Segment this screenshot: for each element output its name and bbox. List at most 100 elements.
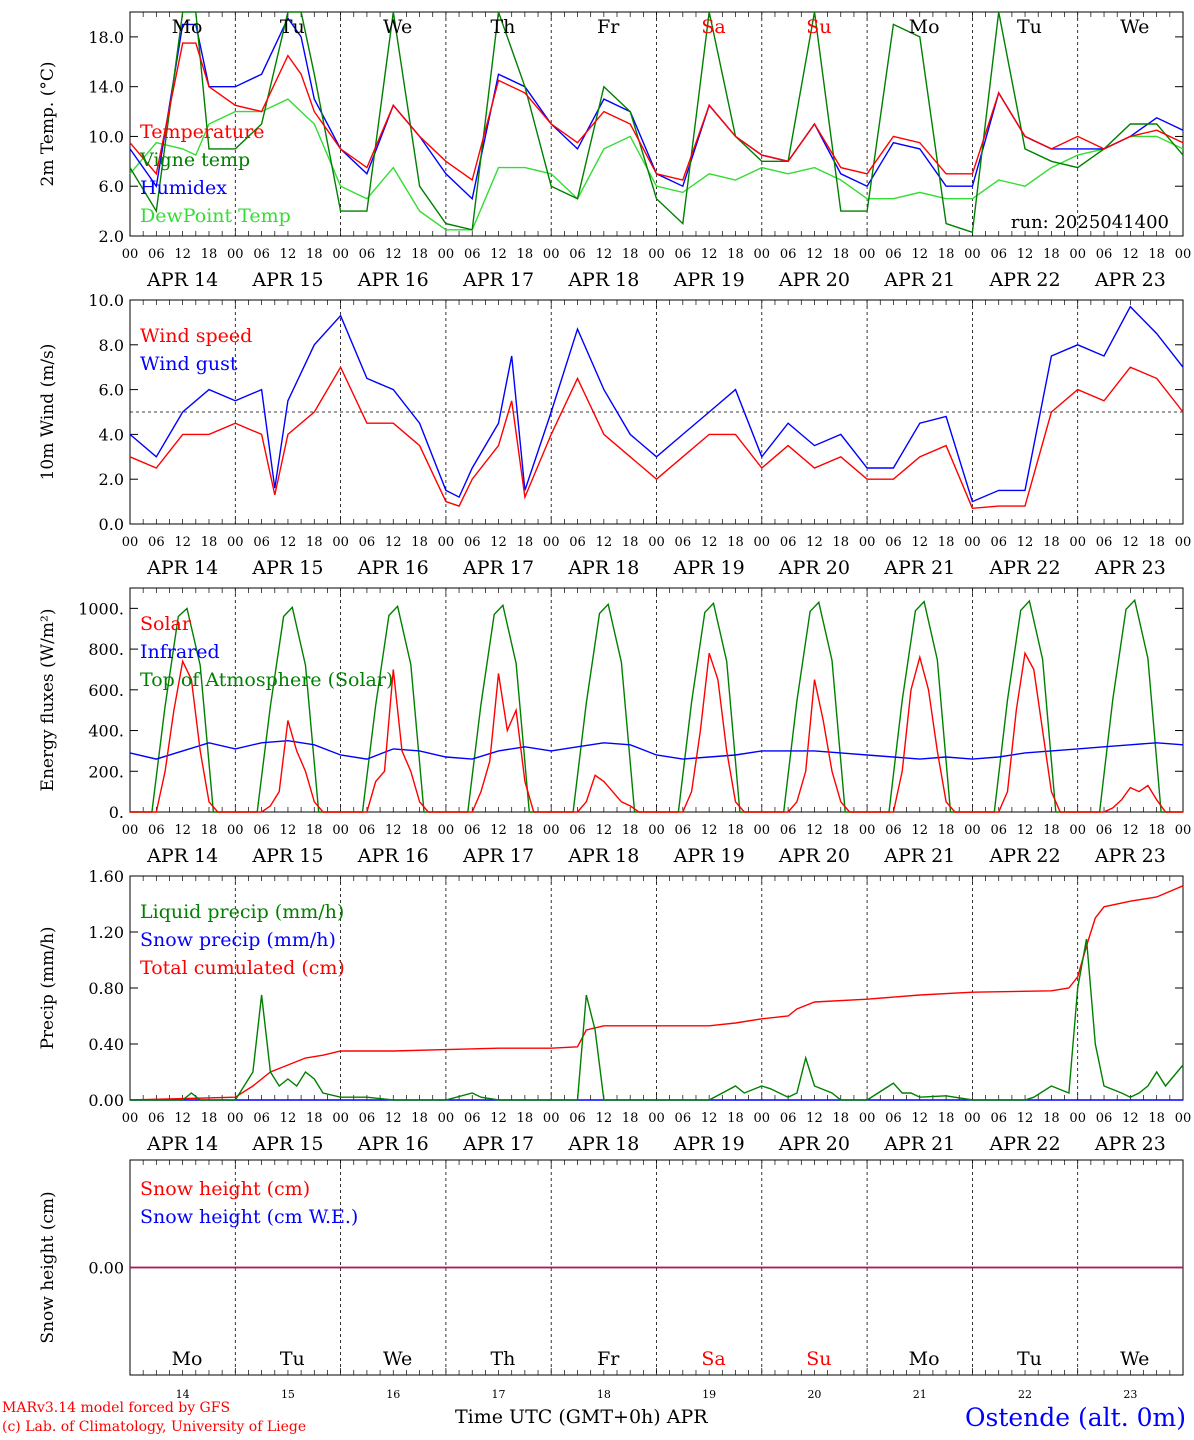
snow-y-axis-label: Snow height (cm) [38,1191,58,1343]
energy-hour-label: 00 [648,823,665,838]
temp-hour-label: 00 [122,247,139,262]
energy-hour-label: 18 [306,823,323,838]
temp-hour-label: 18 [622,247,639,262]
precip-date-label: APR 18 [567,1133,639,1155]
precip-hour-label: 12 [1017,1111,1034,1126]
wind-hour-label: 00 [227,535,244,550]
wind-hour-label: 00 [1069,535,1086,550]
precip-hour-label: 06 [990,1111,1007,1126]
precip-y-tick-label: 1.60 [88,867,124,886]
precip-hour-label: 18 [306,1111,323,1126]
precip-hour-label: 06 [464,1111,481,1126]
precip-hour-label: 00 [122,1111,139,1126]
temp-legend-1: Vigne temp [139,149,250,171]
day-abbr-top: Sa [701,16,725,38]
precip-hour-label-final: 00 [1175,1111,1192,1126]
temp-hour-label: 18 [201,247,218,262]
day-abbr-bottom: Tu [280,1348,305,1370]
precip-hour-label: 00 [754,1111,771,1126]
day-abbr-top: Mo [909,16,940,38]
day-abbr-bottom: Sa [701,1348,725,1370]
precip-hour-label: 12 [490,1111,507,1126]
energy-hour-label: 00 [543,823,560,838]
wind-hour-label: 18 [622,535,639,550]
precip-hour-label: 06 [780,1111,797,1126]
temp-hour-label: 18 [1043,247,1060,262]
temp-hour-label: 00 [859,247,876,262]
precip-hour-label: 06 [253,1111,270,1126]
precip-y-tick-label: 0.40 [88,1035,124,1054]
wind-hour-label: 12 [1122,535,1139,550]
precip-hour-label: 00 [543,1111,560,1126]
temp-hour-label: 06 [780,247,797,262]
temp-y-tick-label: 18.0 [88,28,124,47]
temp-hour-label: 12 [1122,247,1139,262]
wind-hour-label: 06 [675,535,692,550]
precip-hour-label: 00 [332,1111,349,1126]
temp-legend-2: Humidex [140,177,227,199]
wind-y-tick-label: 2.0 [99,470,124,489]
temp-y-tick-label: 14.0 [88,78,124,97]
wind-hour-label: 00 [332,535,349,550]
wind-hour-label: 06 [1096,535,1113,550]
wind-legend-0: Wind speed [140,325,252,347]
energy-y-tick-label: 600. [88,681,124,700]
day-abbr-bottom: We [383,1348,412,1370]
energy-hour-label: 06 [1096,823,1113,838]
wind-y-tick-label: 4.0 [99,425,124,444]
energy-hour-label: 06 [675,823,692,838]
energy-hour-label: 12 [385,823,402,838]
wind-date-label: APR 21 [883,557,955,579]
day-number: 18 [597,1388,611,1400]
wind-date-label: APR 23 [1094,557,1166,579]
temp-date-label: APR 17 [462,269,534,291]
precip-date-label: APR 17 [462,1133,534,1155]
wind-hour-label: 06 [464,535,481,550]
energy-hour-label-final: 00 [1175,823,1192,838]
energy-date-label: APR 17 [462,845,534,867]
wind-hour-label: 06 [885,535,902,550]
temp-hour-label: 06 [1096,247,1113,262]
model-credit: MARv3.14 model forced by GFS [2,1400,231,1416]
wind-series-0 [129,365,1184,510]
temp-hour-label: 06 [675,247,692,262]
energy-hour-label: 00 [332,823,349,838]
temp-hour-label: 18 [727,247,744,262]
temp-hour-label: 12 [490,247,507,262]
energy-hour-label: 00 [122,823,139,838]
wind-y-tick-label: 10.0 [88,291,124,310]
temp-hour-label-final: 00 [1175,247,1192,262]
temp-y-tick-label: 2.0 [99,227,124,246]
temp-date-label: APR 15 [251,269,323,291]
wind-legend-1: Wind gust [140,353,238,375]
temp-hour-label: 18 [411,247,428,262]
day-abbr-bottom: Su [806,1348,831,1370]
snow-legend-0: Snow height (cm) [140,1178,310,1200]
precip-series-0 [130,938,1184,1101]
wind-y-axis-label: 10m Wind (m/s) [38,344,58,481]
precip-hour-label: 18 [1148,1111,1165,1126]
temp-hour-label: 18 [938,247,955,262]
precip-hour-label: 12 [385,1111,402,1126]
wind-hour-label: 18 [1148,535,1165,550]
day-abbr-bottom: Tu [1017,1348,1042,1370]
day-number: 22 [1018,1388,1032,1400]
energy-date-label: APR 16 [357,845,429,867]
precip-y-tick-label: 0.80 [88,979,124,998]
temp-hour-label: 00 [438,247,455,262]
energy-hour-label: 18 [1148,823,1165,838]
wind-hour-label: 06 [569,535,586,550]
energy-hour-label: 00 [438,823,455,838]
precip-y-tick-label: 1.20 [88,923,124,942]
lab-credit: (c) Lab. of Climatology, University of L… [2,1419,307,1435]
precip-hour-label: 18 [833,1111,850,1126]
wind-hour-label: 18 [833,535,850,550]
energy-hour-label: 00 [964,823,981,838]
energy-hour-label: 06 [148,823,165,838]
day-abbr-top: Tu [280,16,305,38]
day-number: 17 [492,1388,506,1400]
snow-y-tick-label: 0.00 [88,1259,124,1278]
wind-hour-label: 00 [964,535,981,550]
precip-hour-label: 12 [701,1111,718,1126]
energy-hour-label: 06 [885,823,902,838]
